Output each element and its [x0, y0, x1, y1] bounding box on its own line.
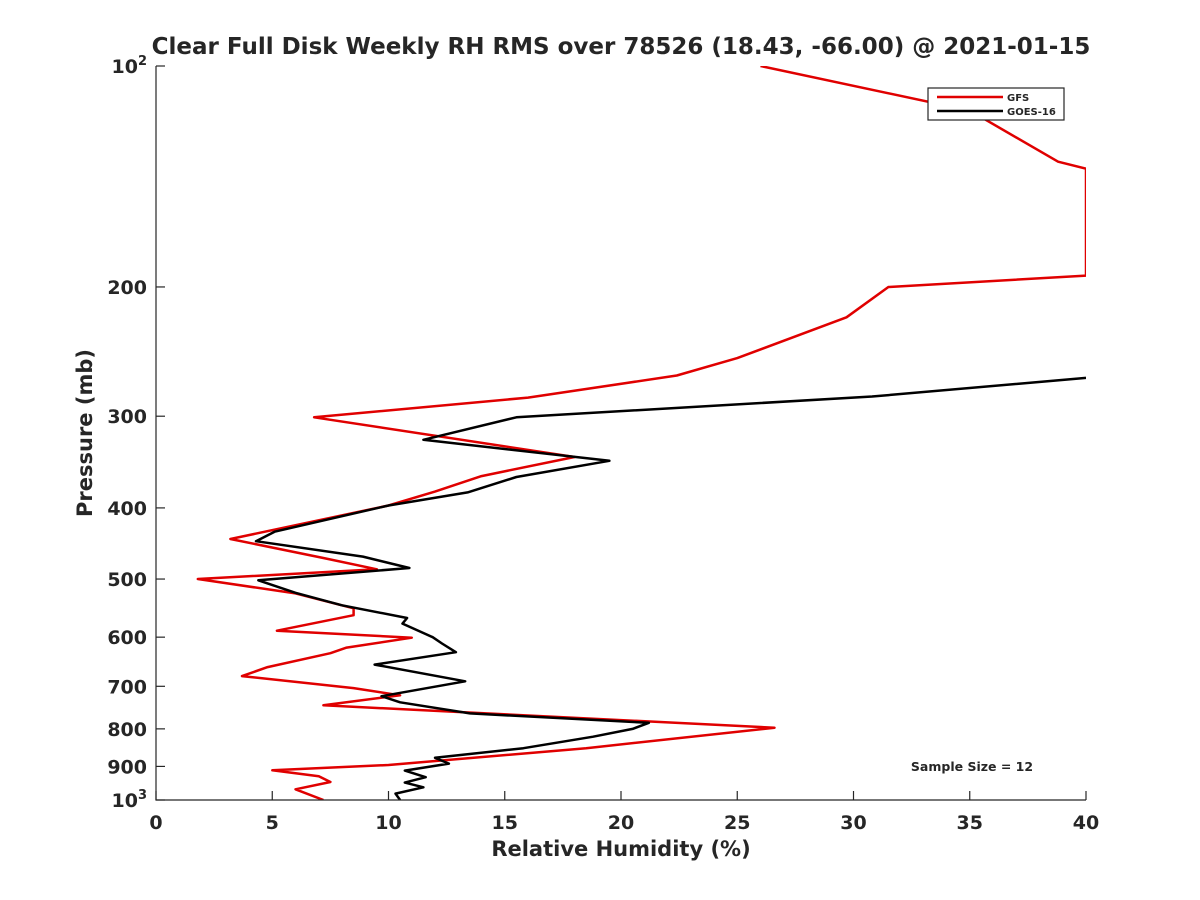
y-tick-label: 400 — [107, 498, 147, 520]
y-tick-label: 200 — [107, 277, 147, 299]
x-tick-label: 20 — [608, 812, 634, 834]
y-tick-label: 300 — [107, 406, 147, 428]
x-tick-label: 10 — [375, 812, 401, 834]
y-tick-label: 600 — [107, 627, 147, 649]
x-tick-label: 35 — [957, 812, 983, 834]
x-tick-label: 5 — [266, 812, 279, 834]
y-tick-label: 800 — [107, 719, 147, 741]
y-tick-label: 103 — [112, 788, 148, 812]
y-ticks: 102 200 300 400 500 600 700 800 900 103 — [107, 54, 165, 812]
chart-title: Clear Full Disk Weekly RH RMS over 78526… — [152, 34, 1091, 60]
series-layer — [196, 66, 1086, 800]
x-axis-label: Relative Humidity (%) — [491, 837, 750, 861]
legend-label-gfs: GFS — [1007, 93, 1029, 104]
y-tick-label: 500 — [107, 569, 147, 591]
legend-box — [927, 87, 1065, 121]
series-line-goes-16 — [254, 376, 1086, 800]
plot-area: 0 5 10 15 20 25 30 35 40 102 200 300 400 500 600 700 80… — [107, 54, 1099, 834]
legend: GFS GOES-16 — [927, 87, 1065, 121]
legend-label-goes-16: GOES-16 — [1007, 107, 1056, 118]
x-tick-label: 25 — [724, 812, 750, 834]
y-tick-label: 102 — [112, 54, 148, 78]
x-tick-label: 40 — [1073, 812, 1099, 834]
x-ticks: 0 5 10 15 20 25 30 35 40 — [149, 791, 1099, 834]
x-tick-label: 0 — [149, 812, 162, 834]
x-tick-label: 30 — [840, 812, 866, 834]
y-tick-label: 900 — [107, 756, 147, 778]
y-axis-label: Pressure (mb) — [73, 349, 97, 517]
sample-size-annotation: Sample Size = 12 — [911, 759, 1033, 774]
x-tick-label: 15 — [492, 812, 518, 834]
y-tick-label: 700 — [107, 676, 147, 698]
